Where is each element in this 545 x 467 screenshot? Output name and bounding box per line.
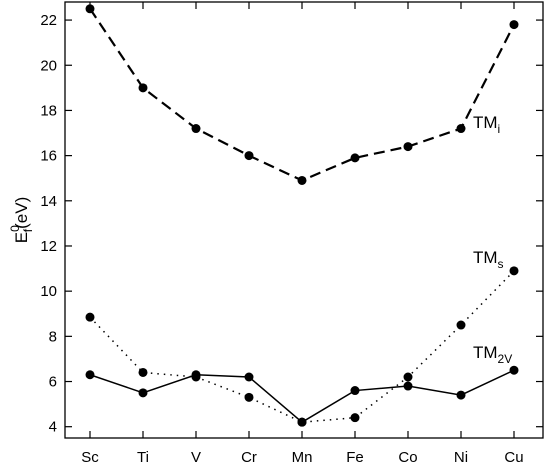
data-point-TM_i — [244, 151, 254, 161]
data-point-TM_i — [509, 20, 519, 30]
y-tick-label: 22 — [40, 12, 57, 29]
data-point-TM_2V — [403, 381, 413, 391]
data-point-TM_2V — [297, 417, 307, 427]
data-point-TM_i — [191, 124, 201, 134]
y-axis-title-unit: (eV) — [12, 197, 31, 229]
y-tick-label: 20 — [40, 57, 57, 74]
series-line-TM_s — [89, 270, 515, 423]
series-label-sub: 2V — [498, 352, 513, 366]
y-tick-label: 4 — [49, 419, 57, 436]
data-point-TM_s — [456, 320, 466, 330]
x-tick-label: V — [191, 449, 201, 466]
x-tick-label: Mn — [292, 449, 313, 466]
data-point-TM_s — [138, 367, 148, 377]
x-tick-label: Cr — [241, 449, 257, 466]
data-point-TM_i — [350, 153, 360, 163]
x-tick-label: Co — [398, 449, 417, 466]
y-axis-title-main: E — [12, 232, 31, 243]
series-line-TM_i — [89, 8, 515, 182]
series-group — [85, 4, 519, 427]
data-point-TM_2V — [138, 388, 148, 398]
series-label-TM_2V: TM2V — [473, 343, 512, 366]
x-tick-label: Cu — [504, 449, 523, 466]
data-point-TM_s — [403, 372, 413, 382]
series-label-sub: s — [498, 257, 504, 271]
data-point-TM_2V — [191, 370, 201, 380]
y-tick-label: 14 — [40, 193, 57, 210]
y-tick-label: 16 — [40, 148, 57, 165]
data-point-TM_s — [85, 312, 95, 322]
data-point-TM_s — [509, 266, 519, 276]
y-axis-title: E0f(eV) — [8, 197, 35, 244]
x-tick-label: Fe — [346, 449, 364, 466]
y-axis-title-sup: 0 — [8, 225, 22, 232]
data-point-TM_s — [244, 392, 254, 402]
data-point-TM_i — [297, 175, 307, 185]
plot-frame — [64, 1, 544, 439]
data-point-TM_i — [456, 124, 466, 134]
series-label-TM_i: TMi — [473, 113, 500, 136]
y-tick-label: 8 — [49, 328, 57, 345]
data-point-TM_i — [85, 4, 95, 14]
series-label-main: TM — [473, 113, 498, 132]
data-point-TM_2V — [350, 386, 360, 396]
y-tick-label: 12 — [40, 238, 57, 255]
data-point-TM_i — [403, 142, 413, 152]
ticks: 4 6 8 10 12 14 16 18 20 22 Sc Ti V Cr Mn Fe Co Ni Cu — [40, 2, 543, 466]
data-point-TM_2V — [456, 390, 466, 400]
series-label-sub: i — [498, 122, 501, 136]
data-point-TM_2V — [85, 370, 95, 380]
series-label-TM_s: TMs — [473, 248, 504, 271]
data-point-TM_2V — [244, 372, 254, 382]
y-tick-label: 6 — [49, 374, 57, 391]
x-tick-label: Ni — [454, 449, 468, 466]
y-tick-label: 18 — [40, 102, 57, 119]
series-label-main: TM — [473, 248, 498, 267]
data-point-TM_i — [138, 83, 148, 93]
series-label-main: TM — [473, 343, 498, 362]
plot-frame-group — [64, 1, 544, 439]
data-point-TM_s — [350, 413, 360, 423]
series-line-TM_2V — [89, 369, 515, 424]
data-point-TM_2V — [509, 365, 519, 375]
x-tick-label: Sc — [81, 449, 99, 466]
y-axis-title-sub: f — [21, 228, 35, 232]
x-tick-label: Ti — [137, 449, 149, 466]
y-tick-label: 10 — [40, 283, 57, 300]
